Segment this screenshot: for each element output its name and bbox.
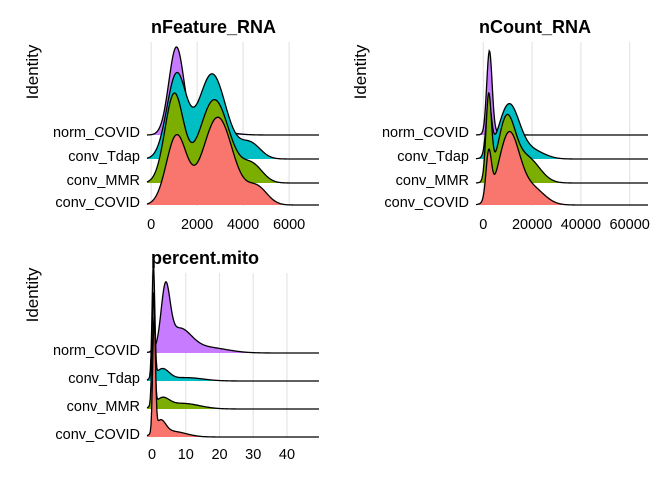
y-axis-label: Identity <box>351 44 370 99</box>
panel-ncount: nCount_RNA Identity conv_COVID conv_MMR co… <box>351 17 650 233</box>
ridge-line-conv_Tdap <box>146 264 319 382</box>
category-label: conv_Tdap <box>68 149 140 165</box>
ridge-line-conv_COVID <box>146 116 319 206</box>
panel-title: percent.mito <box>151 248 259 268</box>
x-tick-label: 0 <box>148 447 156 463</box>
panel-title: nCount_RNA <box>479 17 591 37</box>
category-label: conv_COVID <box>55 195 140 211</box>
ridge-line-conv_COVID <box>475 130 648 206</box>
x-tick-label: 30 <box>245 447 261 463</box>
x-tick-label: 40 <box>279 447 295 463</box>
ridge-line-conv_Tdap <box>146 71 319 160</box>
x-tick-label: 60000 <box>610 217 650 233</box>
panel-percent-mito: percent.mito Identity conv_COVID conv_MMR… <box>23 248 319 463</box>
x-tick-label: 2000 <box>181 217 213 233</box>
category-label: conv_MMR <box>396 173 469 189</box>
ridge-line-conv_COVID <box>146 316 319 438</box>
ridge-fill-conv_COVID <box>147 317 319 437</box>
x-tick-label: 4000 <box>227 217 259 233</box>
x-tick-label: 0 <box>147 217 155 233</box>
ridge-line-conv_Tdap <box>475 100 648 160</box>
ridge-fill-conv_COVID <box>476 131 648 205</box>
ridge-line-norm_COVID <box>146 281 319 354</box>
y-axis-label: Identity <box>23 267 42 322</box>
x-tick-label: 20000 <box>512 217 552 233</box>
ridge-line-conv_MMR <box>475 91 648 184</box>
panel-title: nFeature_RNA <box>151 17 276 37</box>
category-label: conv_Tdap <box>68 371 140 387</box>
x-tick-label: 10 <box>178 447 194 463</box>
ridge-line-conv_MMR <box>146 92 319 184</box>
x-tick-label: 6000 <box>273 217 305 233</box>
ridge-fill-norm_COVID <box>147 281 319 353</box>
x-tick-label: 0 <box>479 217 487 233</box>
category-label: conv_MMR <box>67 173 140 189</box>
ridge-fill-conv_Tdap <box>147 72 319 159</box>
category-label: norm_COVID <box>382 125 469 141</box>
category-label: norm_COVID <box>53 343 140 359</box>
category-label: conv_MMR <box>67 399 140 415</box>
category-label: conv_COVID <box>55 427 140 443</box>
ridge-fill-conv_COVID <box>147 117 319 205</box>
category-label: norm_COVID <box>53 125 140 141</box>
x-tick-label: 40000 <box>561 217 601 233</box>
panel-nfeature: nFeature_RNA Identity conv_COVID conv_MMR… <box>23 17 319 233</box>
category-label: conv_Tdap <box>397 149 469 165</box>
y-axis-label: Identity <box>23 44 42 99</box>
ridge-line-conv_MMR <box>146 292 319 410</box>
category-label: conv_COVID <box>384 195 469 211</box>
x-tick-label: 20 <box>211 447 227 463</box>
